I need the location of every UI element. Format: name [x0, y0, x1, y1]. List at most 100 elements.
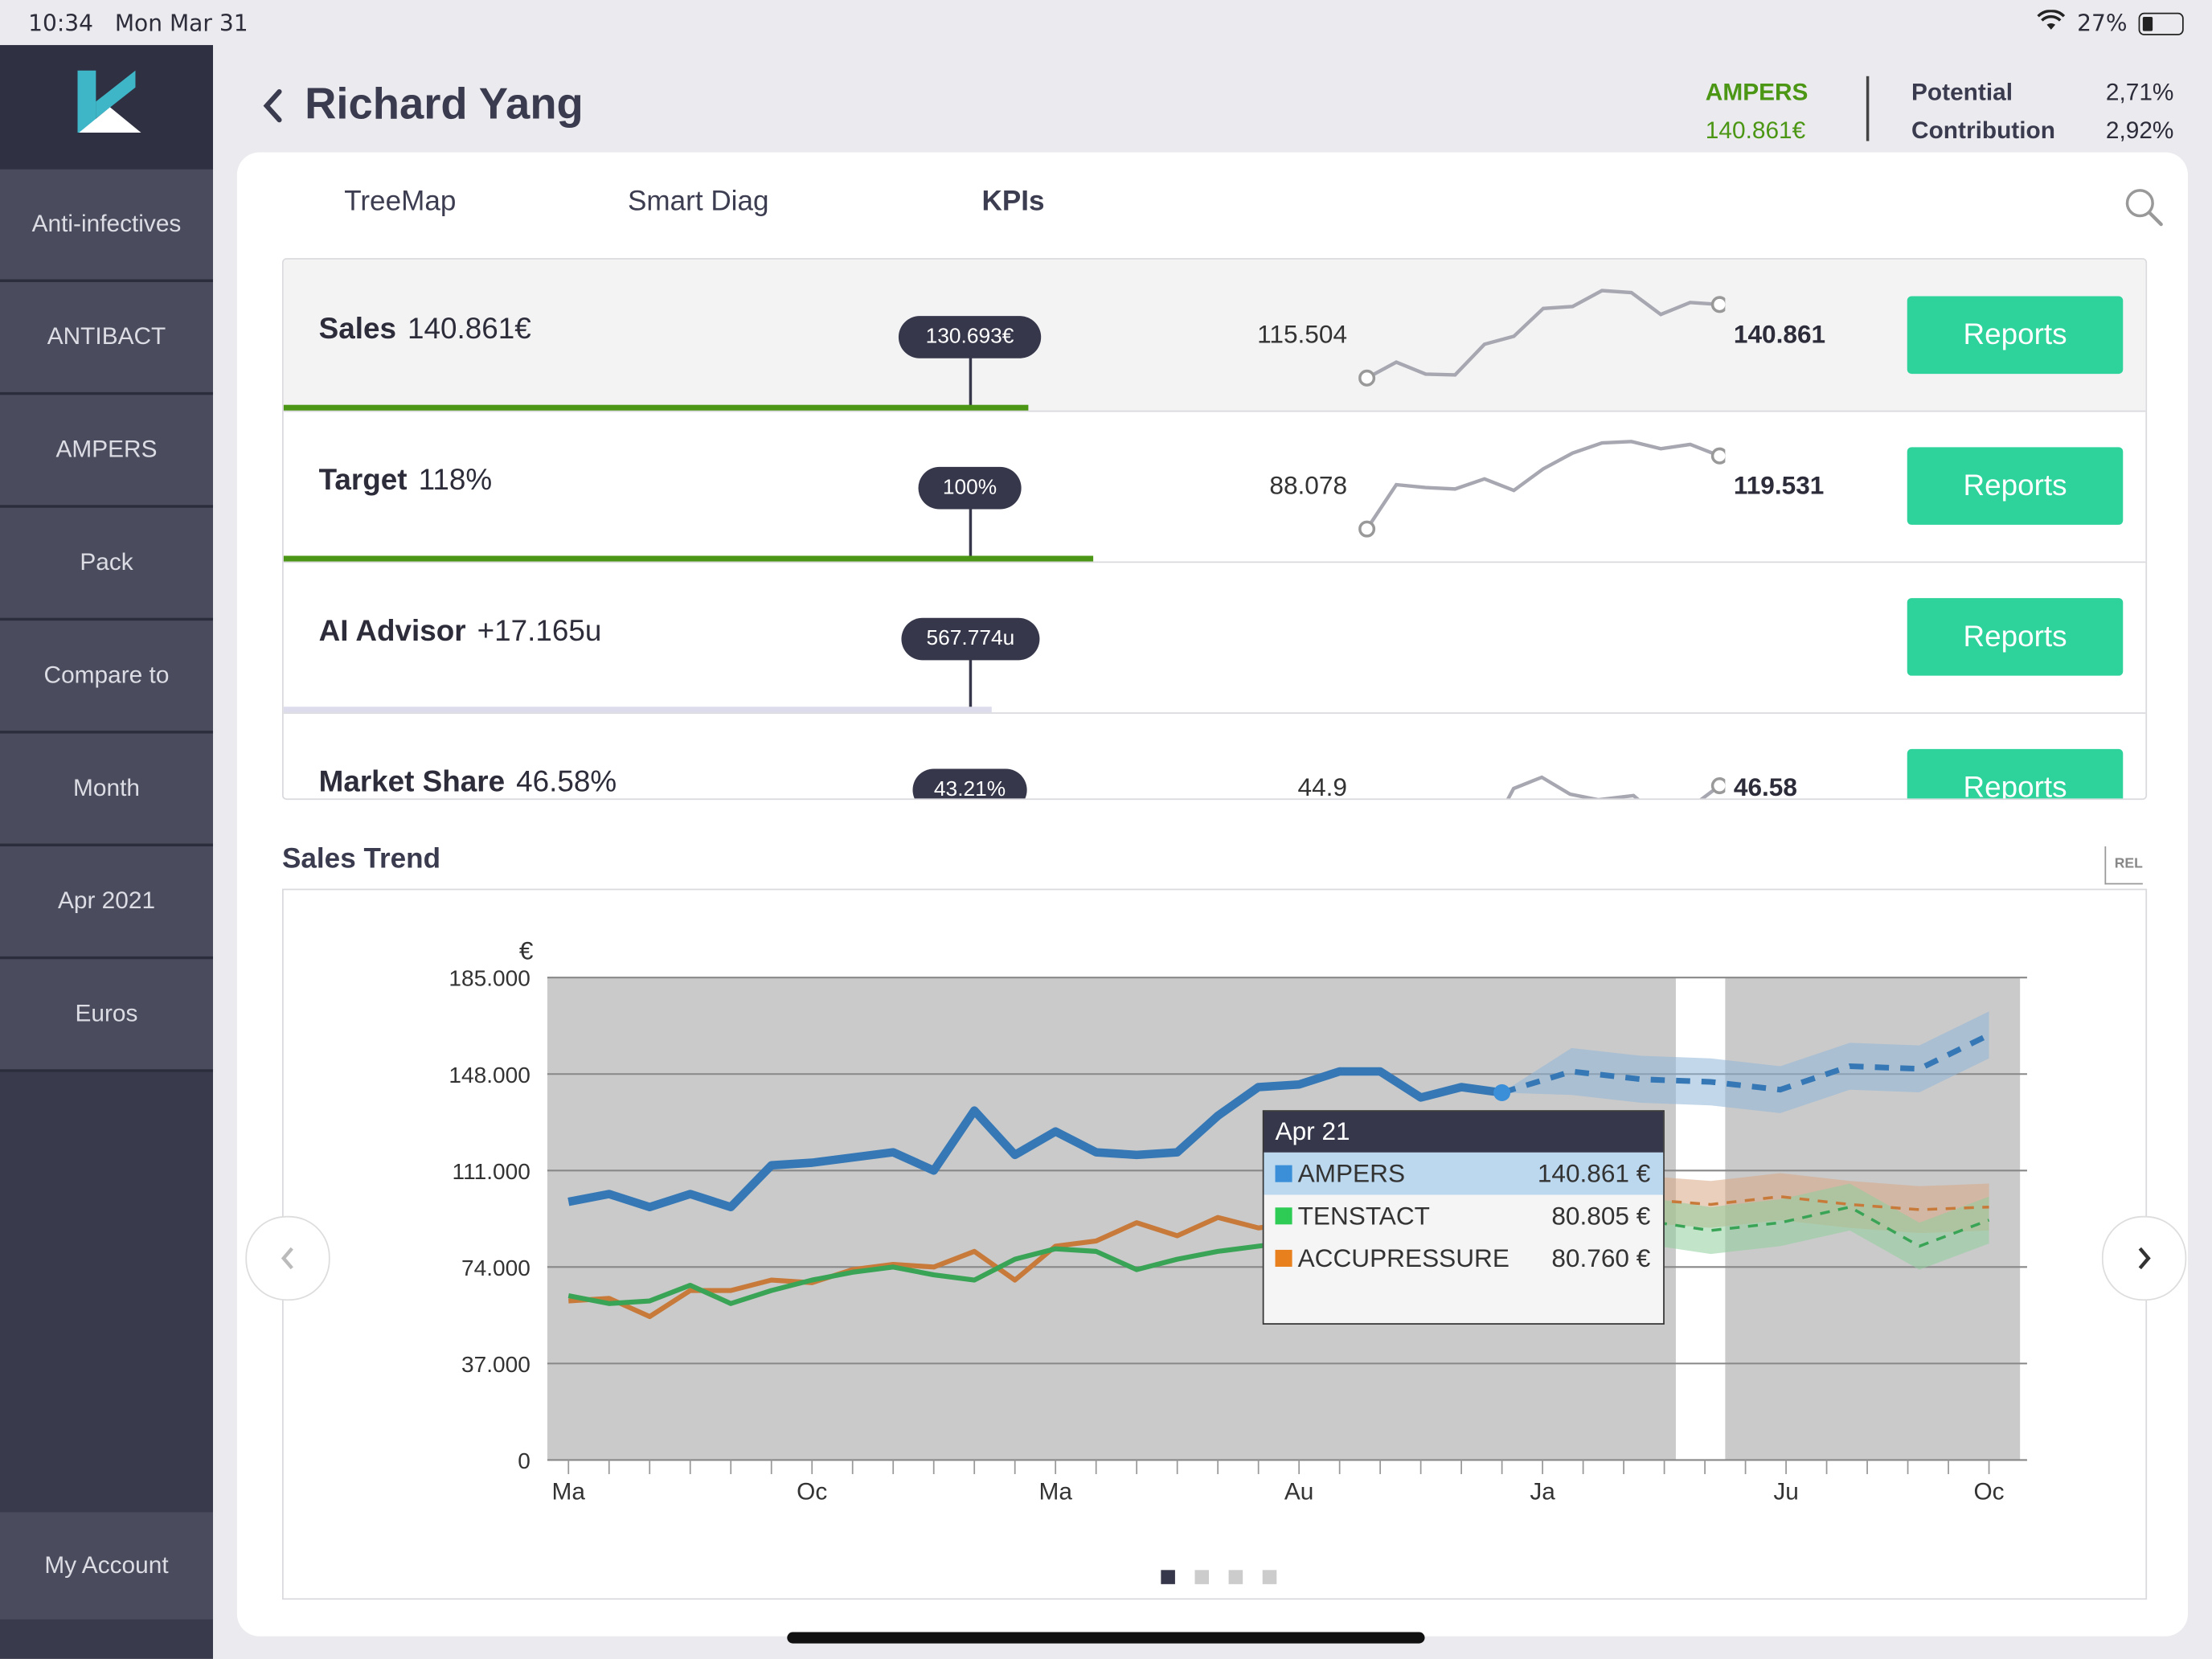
page-dot[interactable]: [1262, 1570, 1277, 1584]
battery-icon: [2138, 11, 2184, 35]
contribution-value: 2,92%: [2105, 117, 2174, 145]
kpi-ai-advisor-title: AI Advisor +17.165u: [319, 615, 602, 649]
sidebar-item-anti-infectives[interactable]: Anti-infectives: [0, 169, 214, 282]
kpi-market-share-title: Market Share 46.58%: [319, 766, 617, 798]
sidebar-item-ampers[interactable]: AMPERS: [0, 395, 214, 508]
header-divider: [1866, 76, 1870, 141]
status-bar: 10:34 Mon Mar 31 27%: [0, 0, 2212, 45]
tooltip-series-value: 140.861 €: [1537, 1159, 1651, 1188]
header-brand-value: 140.861€: [1705, 117, 1806, 145]
series-line: [567, 1067, 1503, 1211]
tab-bar: TreeMap Smart Diag KPIs: [237, 153, 2188, 260]
chevron-left-icon: [281, 1247, 293, 1270]
tooltip-series-name: TENSTACT: [1297, 1202, 1430, 1231]
y-tick-label: 148.000: [449, 1063, 530, 1088]
kpi-marker-stem: [969, 657, 973, 709]
x-tick-label: Ju: [1773, 1479, 1799, 1505]
kpi-name: AI Advisor: [318, 615, 466, 648]
sidebar-item-antibact[interactable]: ANTIBACT: [0, 282, 214, 395]
kpi-row-ai-advisor[interactable]: AI Advisor +17.165u 567.774u Reports: [283, 561, 2146, 715]
sidebar-item-pack[interactable]: Pack: [0, 507, 214, 621]
tab-treemap[interactable]: TreeMap: [344, 186, 457, 218]
sidebar-item-compare-to[interactable]: Compare to: [0, 621, 214, 734]
kpi-marker-pill: 100%: [918, 466, 1022, 510]
y-axis-unit: €: [519, 936, 534, 965]
tooltip-series-name: ACCUPRESSURE: [1297, 1243, 1509, 1273]
kpi-sparkline: [1358, 289, 1726, 387]
x-tick-label: Ma: [552, 1479, 586, 1505]
tooltip-row-accupressure: ACCUPRESSURE 80.760 €: [1264, 1237, 1663, 1280]
page-dot[interactable]: [1161, 1570, 1175, 1584]
y-tick-label: 185.000: [449, 966, 530, 991]
sidebar-item-apr-2021[interactable]: Apr 2021: [0, 846, 214, 960]
battery-percent: 27%: [2077, 10, 2128, 37]
kpi-target-title: Target 118%: [319, 464, 492, 498]
x-tick-label: Oc: [797, 1479, 827, 1505]
kpi-row-sales[interactable]: Sales 140.861€ 130.693€ 115.504 140.861 R…: [283, 259, 2146, 412]
kpi-marker-stem: [969, 355, 973, 407]
sidebar-item-month[interactable]: Month: [0, 733, 214, 846]
kpi-sparkline-partial: [1506, 775, 1726, 799]
app-logo: [0, 45, 214, 170]
potential-label: Potential: [1911, 79, 2013, 106]
reports-button[interactable]: Reports: [1907, 447, 2124, 525]
tooltip-row-ampers: AMPERS 140.861 €: [1264, 1152, 1664, 1195]
kpi-marker-pill: 43.21%: [912, 768, 1027, 799]
reports-button[interactable]: Reports: [1907, 748, 2124, 799]
tab-kpis[interactable]: KPIs: [981, 186, 1045, 218]
status-right: 27%: [2038, 9, 2184, 37]
legend-swatch: [1275, 1165, 1292, 1182]
kpi-max: 140.861: [1733, 320, 1826, 349]
status-date: Mon Mar 31: [114, 10, 248, 37]
search-icon[interactable]: [2123, 186, 2165, 235]
my-account-button[interactable]: My Account: [0, 1512, 214, 1620]
sparkline-end-point: [1710, 296, 1726, 313]
page-header: Richard Yang AMPERS 140.861€ Potential 2,…: [213, 45, 2212, 152]
reports-button[interactable]: Reports: [1907, 296, 2124, 375]
reports-button[interactable]: Reports: [1907, 598, 2124, 676]
tooltip-series-value: 80.805 €: [1551, 1202, 1651, 1231]
page-dot[interactable]: [1228, 1570, 1243, 1584]
tooltip-row-tenstact: TENSTACT 80.805 €: [1264, 1194, 1663, 1237]
y-tick-label: 74.000: [461, 1256, 530, 1280]
sales-trend-title: Sales Trend: [282, 843, 441, 875]
kpi-row-market-share[interactable]: Market Share 46.58% 43.21% 44.9 46.58 Rep…: [284, 712, 2146, 801]
contribution-label: Contribution: [1911, 117, 2055, 145]
x-tick-label: Ma: [1038, 1479, 1072, 1505]
header-stats: Potential 2,71% Contribution 2,92%: [1911, 73, 2173, 150]
tab-smart-diag[interactable]: Smart Diag: [627, 186, 769, 218]
kpi-marker-pill: 130.693€: [898, 316, 1042, 358]
page-title: Richard Yang: [305, 79, 584, 129]
kpi-max: 46.58: [1733, 772, 1797, 801]
sparkline-start-point: [1358, 520, 1376, 538]
tooltip-series-name: AMPERS: [1297, 1159, 1406, 1188]
kpi-max: 119.531: [1733, 471, 1825, 500]
header-brand: AMPERS 140.861€: [1706, 73, 1809, 150]
kpi-value: 118%: [418, 464, 493, 497]
back-chevron-icon[interactable]: [261, 88, 284, 130]
sidebar: Anti-infectives ANTIBACT AMPERS Pack Com…: [0, 45, 214, 1659]
rel-toggle-button[interactable]: REL: [2104, 846, 2143, 885]
tooltip-title: Apr 21: [1264, 1111, 1664, 1153]
hover-point: [1493, 1083, 1511, 1101]
kpi-marker-stem: [969, 506, 973, 558]
y-tick-label: 111.000: [453, 1159, 530, 1184]
legend-swatch: [1275, 1207, 1292, 1225]
kpi-marker-pill: 567.774u: [901, 617, 1040, 661]
chart-next-button[interactable]: [2101, 1215, 2187, 1301]
status-time: 10:34: [28, 10, 94, 37]
sidebar-item-euros[interactable]: Euros: [0, 959, 214, 1072]
header-brand-name: AMPERS: [1705, 79, 1809, 106]
kpi-sales-title: Sales 140.861€: [319, 313, 531, 347]
y-tick-label: 37.000: [461, 1352, 530, 1377]
page-dot[interactable]: [1194, 1570, 1210, 1584]
x-tick-label: Ja: [1530, 1479, 1555, 1505]
y-tick-label: 0: [518, 1448, 530, 1473]
kpi-min: 88.078: [1269, 471, 1348, 500]
series-forecast-line: [1501, 1032, 1991, 1096]
kpi-row-target[interactable]: Target 118% 100% 88.078 119.531 Reports: [283, 411, 2146, 563]
chart-prev-button[interactable]: [245, 1215, 330, 1301]
kpi-list[interactable]: Sales 140.861€ 130.693€ 115.504 140.861 R…: [282, 258, 2148, 801]
